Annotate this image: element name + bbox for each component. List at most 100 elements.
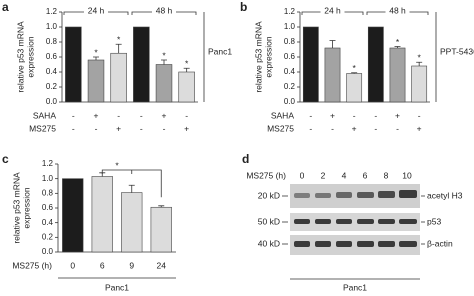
group-label: 24 h (88, 5, 105, 15)
y-axis-label: relative p53 mRNA (253, 21, 263, 93)
protein-label: acetyl H3 (427, 190, 463, 200)
y-tick-label: 0.0 (46, 97, 58, 106)
y-axis-label: relative p53 mRNA (11, 172, 21, 244)
cell-line: Panc1 (343, 282, 367, 292)
error-bar (329, 40, 336, 48)
error-bar (351, 72, 358, 74)
bar (178, 71, 195, 103)
blot-strip (290, 213, 420, 231)
cell-line: Panc1 (105, 282, 129, 292)
significance: * (418, 53, 422, 63)
bar (367, 26, 384, 103)
y-tick-label: 0.2 (46, 82, 58, 91)
group-label: 24 h (324, 5, 341, 15)
condition-mark: - (117, 110, 120, 120)
bands (294, 190, 417, 247)
bar (87, 59, 105, 103)
y-tick-label: 0.6 (46, 52, 58, 61)
y-tick-label: 0.6 (42, 203, 54, 212)
condition-mark: - (374, 123, 377, 133)
y-axis-label: relative p53 mRNA (15, 21, 25, 93)
condition-mark: - (140, 110, 143, 120)
lane-label: 4 (342, 170, 347, 180)
y-axis-label: expression (21, 187, 31, 228)
y-tick-label: 0.4 (42, 218, 54, 227)
error-bar (183, 67, 190, 72)
condition-name: MS275 (267, 123, 294, 133)
condition-mark: - (374, 110, 377, 120)
y-tick-label: 1.2 (46, 7, 58, 16)
y-tick-label: 0.2 (42, 232, 54, 241)
y-axis-label: expression (263, 36, 273, 77)
significance: * (117, 35, 121, 45)
protein-label: p53 (427, 216, 441, 226)
bar (65, 26, 82, 103)
bar (155, 64, 173, 103)
panel-label: a (2, 0, 9, 14)
error-bar (416, 61, 423, 66)
cell-line: Panc1 (208, 46, 232, 56)
bar (302, 26, 319, 103)
significance: * (162, 50, 166, 60)
condition-name: SAHA (271, 110, 294, 120)
y-tick-label: 1.0 (42, 174, 54, 183)
x-tick-label: 6 (100, 260, 105, 270)
condition-mark: - (418, 110, 421, 120)
significance: * (396, 37, 400, 47)
error-bar (158, 205, 165, 208)
bar (411, 65, 428, 103)
significance: * (353, 63, 357, 73)
significance: * (115, 160, 119, 170)
group-rule (131, 11, 197, 15)
condition-mark: - (185, 110, 188, 120)
y-tick-label: 1.2 (42, 159, 54, 168)
y-tick-label: 0.0 (284, 97, 296, 106)
group-rule (301, 11, 364, 15)
x-tick-label: 9 (129, 260, 134, 270)
condition-mark: + (352, 123, 357, 133)
error-bar (93, 56, 99, 60)
condition-mark: - (72, 123, 75, 133)
y-tick-label: 0.2 (284, 82, 296, 91)
blot-strip (290, 184, 420, 208)
error-bar (394, 46, 401, 48)
condition-name: SAHA (33, 110, 56, 120)
condition-mark: - (95, 123, 98, 133)
blot-image (290, 184, 420, 280)
condition-mark: - (163, 123, 166, 133)
lane-label: 10 (402, 170, 412, 180)
bar (121, 192, 143, 253)
lane-label: 0 (300, 170, 305, 180)
y-tick-label: 0.8 (46, 37, 58, 46)
group-label: 48 h (389, 5, 406, 15)
panel-label: d (242, 152, 249, 166)
y-tick-label: 1.0 (46, 22, 58, 31)
error-bar (128, 184, 135, 193)
condition-mark: - (309, 110, 312, 120)
bar (150, 206, 172, 253)
condition-mark: + (417, 123, 422, 133)
y-tick-label: 0.4 (284, 67, 296, 76)
condition-mark: + (395, 110, 400, 120)
bar (389, 47, 406, 103)
cell-line: PPT-5436 (440, 46, 474, 56)
panel-label: c (2, 152, 9, 166)
y-axis-label: expression (25, 36, 35, 77)
group-rule (366, 11, 429, 15)
bar (110, 52, 127, 103)
marker-label: 20 kD (258, 190, 280, 200)
lane-label: 2 (321, 170, 326, 180)
x-tick-label: 0 (70, 260, 75, 270)
lane-label: 6 (363, 170, 368, 180)
condition-mark: - (309, 123, 312, 133)
condition-mark: + (116, 123, 121, 133)
significance: * (185, 59, 189, 69)
condition-mark: + (330, 110, 335, 120)
panel-label: b (240, 0, 247, 14)
condition-mark: + (94, 110, 99, 120)
bar (133, 26, 150, 103)
condition-mark: - (396, 123, 399, 133)
marker-label: 40 kD (258, 238, 280, 248)
bar (324, 47, 341, 103)
y-tick-label: 1.0 (284, 22, 296, 31)
